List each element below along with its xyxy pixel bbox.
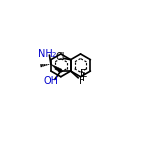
Polygon shape	[51, 64, 62, 73]
Text: F: F	[78, 76, 84, 86]
Text: OH: OH	[44, 76, 59, 86]
Text: F: F	[82, 73, 88, 83]
Text: NH: NH	[38, 49, 53, 59]
Text: Cl: Cl	[56, 52, 65, 62]
Text: 2: 2	[51, 52, 56, 58]
Text: F: F	[80, 69, 86, 79]
